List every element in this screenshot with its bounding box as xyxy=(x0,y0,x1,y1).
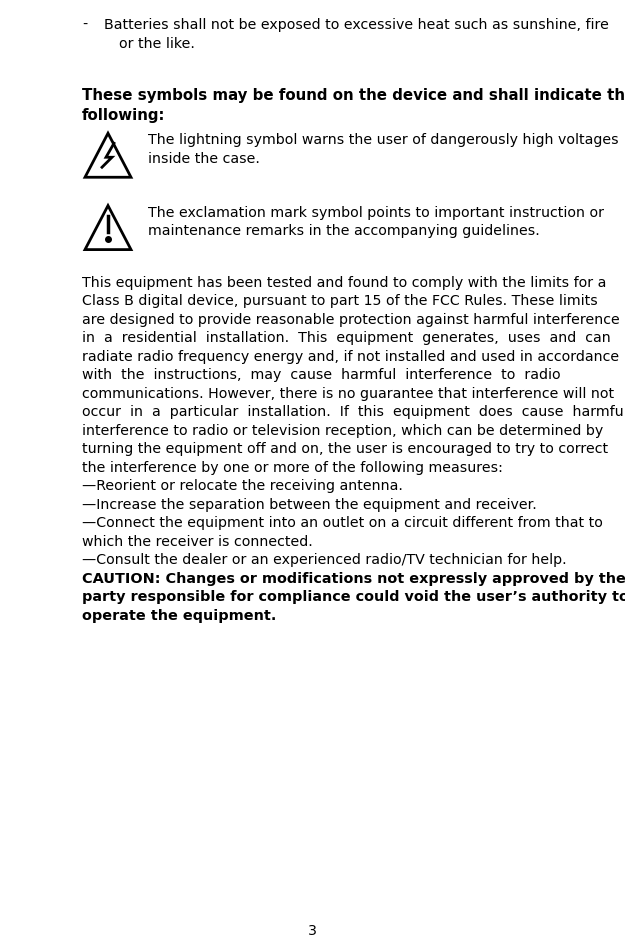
Text: —Reorient or relocate the receiving antenna.: —Reorient or relocate the receiving ante… xyxy=(82,479,403,493)
Text: are designed to provide reasonable protection against harmful interference: are designed to provide reasonable prote… xyxy=(82,313,620,327)
Text: CAUTION: Changes or modifications not expressly approved by the: CAUTION: Changes or modifications not ex… xyxy=(82,572,625,585)
Text: the interference by one or more of the following measures:: the interference by one or more of the f… xyxy=(82,461,503,475)
Text: This equipment has been tested and found to comply with the limits for a: This equipment has been tested and found… xyxy=(82,276,606,289)
Text: party responsible for compliance could void the user’s authority to: party responsible for compliance could v… xyxy=(82,590,625,605)
Text: radiate radio frequency energy and, if not installed and used in accordance: radiate radio frequency energy and, if n… xyxy=(82,349,619,364)
Text: —Consult the dealer or an experienced radio/TV technician for help.: —Consult the dealer or an experienced ra… xyxy=(82,553,567,567)
Text: maintenance remarks in the accompanying guidelines.: maintenance remarks in the accompanying … xyxy=(148,224,540,238)
Text: —Increase the separation between the equipment and receiver.: —Increase the separation between the equ… xyxy=(82,498,537,512)
Text: The lightning symbol warns the user of dangerously high voltages: The lightning symbol warns the user of d… xyxy=(148,133,619,148)
Text: turning the equipment off and on, the user is encouraged to try to correct: turning the equipment off and on, the us… xyxy=(82,443,608,456)
Text: —Connect the equipment into an outlet on a circuit different from that to: —Connect the equipment into an outlet on… xyxy=(82,516,603,530)
Text: The exclamation mark symbol points to important instruction or: The exclamation mark symbol points to im… xyxy=(148,206,604,220)
Text: occur  in  a  particular  installation.  If  this  equipment  does  cause  harmf: occur in a particular installation. If t… xyxy=(82,406,625,419)
Text: Batteries shall not be exposed to excessive heat such as sunshine, fire: Batteries shall not be exposed to excess… xyxy=(104,18,609,32)
Text: communications. However, there is no guarantee that interference will not: communications. However, there is no gua… xyxy=(82,387,614,401)
Text: -: - xyxy=(82,18,88,32)
Text: in  a  residential  installation.  This  equipment  generates,  uses  and  can: in a residential installation. This equi… xyxy=(82,331,611,346)
Text: or the like.: or the like. xyxy=(119,36,195,50)
Text: which the receiver is connected.: which the receiver is connected. xyxy=(82,535,312,548)
Text: 3: 3 xyxy=(308,924,317,938)
Text: Class B digital device, pursuant to part 15 of the FCC Rules. These limits: Class B digital device, pursuant to part… xyxy=(82,294,598,308)
Text: inside the case.: inside the case. xyxy=(148,151,260,166)
Text: operate the equipment.: operate the equipment. xyxy=(82,608,276,623)
Text: interference to radio or television reception, which can be determined by: interference to radio or television rece… xyxy=(82,424,603,438)
Text: These symbols may be found on the device and shall indicate the: These symbols may be found on the device… xyxy=(82,89,625,104)
Text: with  the  instructions,  may  cause  harmful  interference  to  radio: with the instructions, may cause harmful… xyxy=(82,368,561,383)
Text: following:: following: xyxy=(82,108,166,123)
